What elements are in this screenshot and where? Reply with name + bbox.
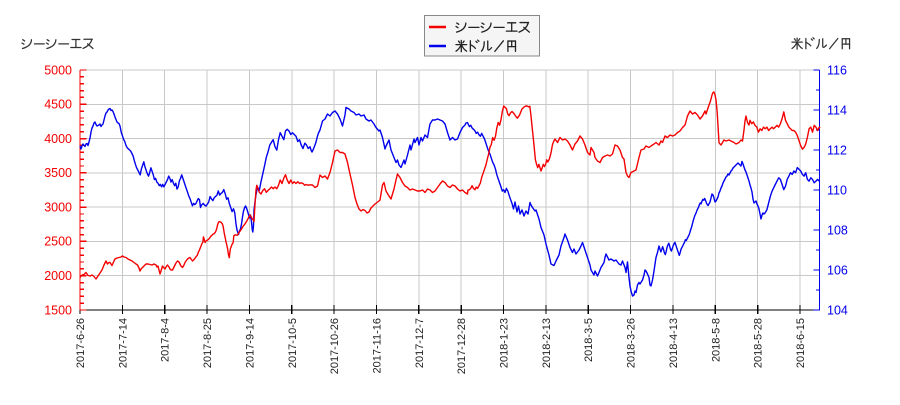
svg-text:2017-12-28: 2017-12-28 — [456, 318, 468, 374]
svg-text:112: 112 — [827, 143, 847, 157]
svg-text:4500: 4500 — [44, 98, 72, 112]
svg-text:2500: 2500 — [44, 235, 72, 249]
svg-text:2018-6-15: 2018-6-15 — [795, 318, 807, 368]
svg-text:2017-12-7: 2017-12-7 — [414, 318, 426, 368]
svg-text:104: 104 — [827, 303, 848, 317]
svg-text:2018-1-23: 2018-1-23 — [499, 318, 511, 368]
svg-text:2017-8-4: 2017-8-4 — [160, 318, 172, 362]
svg-text:2017-6-26: 2017-6-26 — [75, 318, 87, 368]
svg-text:2018-3-26: 2018-3-26 — [626, 318, 638, 368]
svg-text:2018-2-13: 2018-2-13 — [541, 318, 553, 368]
svg-text:2000: 2000 — [44, 269, 72, 283]
svg-text:106: 106 — [827, 263, 848, 277]
svg-text:2017-7-14: 2017-7-14 — [117, 318, 129, 368]
svg-text:2018-4-13: 2018-4-13 — [668, 318, 680, 368]
svg-text:114: 114 — [827, 103, 847, 117]
svg-text:108: 108 — [827, 223, 848, 237]
svg-text:2017-10-5: 2017-10-5 — [287, 318, 299, 368]
svg-text:1500: 1500 — [44, 303, 72, 317]
svg-text:4000: 4000 — [44, 132, 72, 146]
svg-text:3000: 3000 — [44, 200, 72, 214]
svg-text:2017-9-14: 2017-9-14 — [244, 318, 256, 368]
svg-text:2017-8-25: 2017-8-25 — [202, 318, 214, 368]
svg-text:2017-11-16: 2017-11-16 — [371, 318, 383, 373]
svg-text:2018-3-5: 2018-3-5 — [583, 318, 595, 362]
svg-text:116: 116 — [827, 63, 847, 77]
svg-text:2018-5-28: 2018-5-28 — [753, 318, 765, 368]
svg-text:5000: 5000 — [44, 63, 72, 77]
svg-text:3500: 3500 — [44, 166, 72, 180]
svg-text:2018-5-8: 2018-5-8 — [710, 318, 722, 362]
svg-text:2017-10-26: 2017-10-26 — [329, 318, 341, 374]
svg-text:110: 110 — [827, 183, 847, 197]
